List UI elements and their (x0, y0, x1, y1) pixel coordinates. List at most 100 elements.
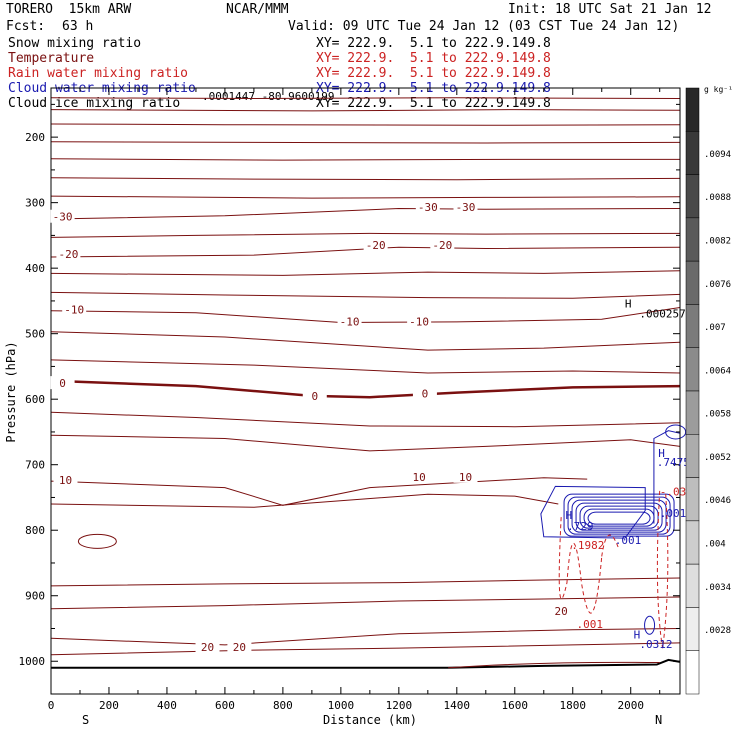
colorbar-segment (685, 563, 700, 608)
colorbar-segment (685, 131, 700, 175)
x-tick-label: 600 (215, 699, 235, 712)
colorbar-unit: g kg⁻¹ (704, 85, 733, 94)
cloud-water-contour (575, 502, 663, 531)
cloud-water-contour-low (644, 615, 656, 635)
north-end-label: N (655, 713, 662, 727)
temperature-contour-label: 0 (311, 390, 318, 403)
x-axis-label: Distance (km) (323, 713, 417, 727)
temperature-contour (50, 97, 681, 100)
temperature-contour (50, 270, 681, 276)
colorbar-segment (685, 260, 700, 305)
contour-label-bg (53, 473, 78, 487)
closed-temperature-contour (77, 533, 117, 549)
x-tick-label: 0 (48, 699, 55, 712)
colorbar-label: .0076 (704, 280, 731, 290)
cloud-water-contour (579, 505, 659, 529)
x-tick-label: 400 (157, 699, 177, 712)
extremum-label: H (625, 297, 632, 310)
temperature-contour (50, 195, 681, 199)
extremum-label: .1982 (571, 539, 604, 552)
contour-label-bg (453, 469, 478, 483)
field-snow-name: Snow mixing ratio (8, 36, 142, 51)
forecast-hour: 63 h (62, 19, 94, 34)
colorbar-label: .0094 (704, 150, 731, 160)
extremum-label: .001 (577, 618, 604, 631)
colorbar-label: .004 (704, 540, 726, 550)
temperature-contour (50, 434, 681, 452)
temperature-contour-label: -20 (366, 239, 386, 252)
colorbar-label: .0028 (704, 626, 731, 636)
colorbar-segment (685, 434, 700, 478)
extremum-label: .001 (615, 534, 642, 547)
temperature-contour-label: 10 (59, 474, 72, 487)
temperature-contour (50, 493, 559, 508)
contour-label-bg (415, 199, 440, 213)
temperature-contour-label: -10 (64, 304, 84, 317)
model-title: TORERO 15km ARW (6, 2, 132, 17)
colorbar-segment (685, 304, 700, 348)
temperature-contour (50, 411, 681, 428)
init-time: Init: 18 UTC Sat 21 Jan 12 (508, 2, 712, 17)
y-tick-label: 700 (25, 459, 45, 472)
colorbar-label: .0046 (704, 496, 731, 506)
contour-label-bg (453, 199, 478, 213)
temperature-contour (50, 642, 681, 656)
colorbar-label: .0052 (704, 453, 731, 463)
rain-water-contour (601, 534, 620, 557)
contour-label-bg (302, 389, 327, 403)
cloud-water-contour (571, 499, 667, 533)
temperature-contour (50, 232, 681, 238)
colorbar-segment (685, 347, 700, 392)
temperature-contour (448, 661, 660, 669)
temperature-contour-label: -20 (432, 239, 452, 252)
temperature-contour-label: -10 (409, 316, 429, 329)
extremum-label: .001 (660, 507, 687, 520)
temperature-contour-label: 10 (459, 471, 472, 484)
contour-label-bg (56, 247, 81, 261)
temperature-contour (50, 359, 681, 374)
contour-label-bg (227, 640, 252, 654)
plot-frame (50, 87, 681, 695)
y-tick-label: 300 (25, 197, 45, 210)
temperature-contour (50, 596, 681, 610)
cloud-water-contour (563, 493, 675, 537)
colorbar-segment (685, 174, 700, 219)
contour-label-bg (50, 376, 75, 390)
colorbar-label: .0064 (704, 366, 731, 376)
valid-time: Valid: 09 UTC Tue 24 Jan 12 (03 CST Tue … (288, 19, 680, 34)
cloud-water-contour-right (665, 424, 687, 440)
colorbar-segment (685, 217, 700, 262)
extremum-label: H (566, 509, 573, 522)
temperature-contour (50, 123, 681, 126)
contour-label-bg (50, 209, 75, 223)
colorbar-segment (685, 607, 700, 651)
temperature-contour (50, 307, 681, 324)
colorbar-label: .0034 (704, 583, 731, 593)
temperature-contour (50, 177, 681, 181)
contour-label-bg (195, 640, 220, 654)
x-tick-label: 800 (273, 699, 293, 712)
terrain-line (51, 658, 681, 669)
south-end-label: S (82, 713, 89, 727)
temperature-contour-label: 20 (555, 605, 568, 618)
x-tick-label: 1800 (560, 699, 587, 712)
temperature-contour-label: 0 (422, 388, 429, 401)
y-tick-label: 600 (25, 393, 45, 406)
y-tick-label: 500 (25, 328, 45, 341)
contour-label-bg (549, 604, 574, 618)
colorbar-label: .0088 (704, 193, 731, 203)
temperature-contour (50, 158, 680, 161)
field-cloudice-name: Cloud ice mixing ratio (8, 96, 181, 111)
temperature-contour (50, 628, 681, 646)
extremum-label: .7475 (657, 456, 690, 469)
temperature-contour-label: -30 (418, 201, 438, 214)
x-tick-label: 1600 (502, 699, 529, 712)
cloud-water-contour (567, 496, 671, 535)
field-temperature-xy: XY= 222.9. 5.1 to 222.9.149.8 (316, 51, 551, 66)
temperature-contour-label: -30 (53, 211, 73, 224)
contour-label-bg (412, 386, 437, 400)
colorbar-segment (685, 520, 700, 565)
temperature-contour-label: 0 (59, 377, 66, 390)
temperature-contour (50, 207, 681, 220)
contour-label-bg (62, 302, 87, 316)
